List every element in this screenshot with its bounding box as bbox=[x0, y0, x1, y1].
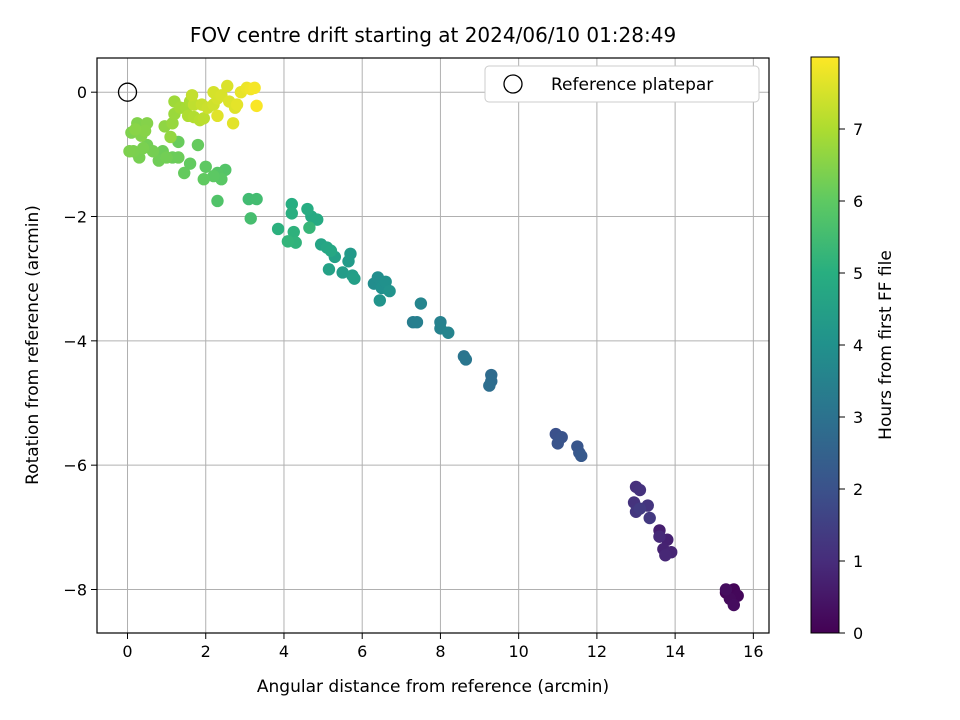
y-axis-title: Rotation from reference (arcmin) bbox=[23, 205, 43, 485]
scatter-point bbox=[226, 117, 240, 130]
scatter-point bbox=[383, 284, 396, 298]
y-tick-label: 0 bbox=[77, 83, 87, 102]
scatter-point bbox=[303, 221, 316, 234]
scatter-point bbox=[653, 530, 666, 543]
y-tick-label: −2 bbox=[63, 208, 87, 227]
scatter-point bbox=[285, 207, 298, 220]
scatter-point bbox=[659, 549, 672, 562]
x-tick-label: 0 bbox=[122, 642, 132, 661]
scatter-point bbox=[207, 169, 220, 183]
scatter-point bbox=[410, 315, 424, 329]
x-tick-label: 12 bbox=[587, 642, 607, 661]
colorbar-tick-label: 6 bbox=[853, 192, 863, 211]
scatter-point bbox=[287, 225, 300, 239]
scatter-point bbox=[172, 151, 185, 164]
scatter-point bbox=[146, 145, 160, 158]
scatter-point bbox=[483, 379, 496, 392]
scatter-point bbox=[138, 124, 152, 137]
scatter-point bbox=[271, 222, 285, 236]
scatter-point bbox=[164, 130, 177, 144]
scatter-point bbox=[197, 112, 210, 125]
scatter-point bbox=[211, 109, 224, 123]
reference-layer bbox=[117, 82, 138, 102]
colorbar-tick-label: 2 bbox=[853, 480, 863, 499]
scatter-point bbox=[285, 197, 298, 211]
data-points bbox=[123, 79, 744, 612]
reference-marker bbox=[117, 82, 138, 102]
scatter-point bbox=[719, 583, 733, 596]
scatter-point bbox=[727, 598, 740, 612]
colorbar-tick-label: 4 bbox=[853, 336, 863, 355]
x-tick-label: 14 bbox=[665, 642, 685, 661]
x-axis-title: Angular distance from reference (arcmin) bbox=[257, 677, 609, 697]
scatter-point bbox=[442, 326, 455, 339]
scatter-point bbox=[342, 255, 355, 268]
scatter-point bbox=[136, 141, 150, 155]
scatter-point bbox=[633, 483, 647, 497]
scatter-point bbox=[324, 244, 338, 257]
x-tick-label: 16 bbox=[743, 642, 763, 661]
colorbar-tick-label: 3 bbox=[853, 408, 863, 427]
scatter-point bbox=[459, 353, 473, 366]
scatter-point bbox=[301, 202, 314, 216]
scatter-point bbox=[633, 502, 647, 515]
scatter-point bbox=[178, 166, 191, 180]
x-tick-label: 8 bbox=[435, 642, 445, 661]
scatter-point bbox=[166, 117, 179, 130]
scatter-point bbox=[414, 297, 428, 310]
colorbar-tick-label: 7 bbox=[853, 120, 863, 139]
x-tick-label: 4 bbox=[279, 642, 289, 661]
scatter-point bbox=[379, 275, 392, 288]
colorbar: 0 1 2 3 4 5 6 7 Hours from first FF file bbox=[810, 56, 896, 643]
scatter-point bbox=[336, 266, 349, 279]
scatter-point bbox=[129, 123, 142, 136]
scatter-point bbox=[373, 294, 387, 307]
scatter-point bbox=[551, 437, 564, 450]
scatter-point bbox=[643, 511, 656, 525]
x-tick-label: 10 bbox=[508, 642, 528, 661]
colorbar-tick-label: 0 bbox=[853, 624, 863, 643]
scatter-point bbox=[230, 98, 244, 111]
y-axis-ticks: 0 −2 −4 −6 −8 bbox=[63, 83, 97, 599]
scatter-point bbox=[191, 138, 205, 152]
scatter-point bbox=[250, 192, 263, 206]
scatter-point bbox=[185, 89, 199, 102]
legend-marker bbox=[503, 74, 523, 94]
scatter-point bbox=[221, 79, 234, 93]
x-tick-label: 2 bbox=[201, 642, 211, 661]
y-tick-label: −8 bbox=[63, 580, 87, 599]
colorbar-gradient bbox=[810, 56, 840, 634]
scatter-point bbox=[248, 81, 261, 95]
colorbar-tick-label: 1 bbox=[853, 552, 863, 571]
scatter-point bbox=[575, 449, 588, 463]
scatter-point bbox=[211, 194, 224, 208]
x-tick-label: 6 bbox=[357, 642, 367, 661]
colorbar-title: Hours from first FF file bbox=[876, 250, 896, 440]
y-tick-label: −6 bbox=[63, 456, 87, 475]
scatter-point bbox=[244, 212, 257, 225]
scatter-point bbox=[348, 272, 361, 285]
colorbar-ticks: 0 1 2 3 4 5 6 7 bbox=[839, 120, 863, 643]
y-tick-label: −4 bbox=[63, 332, 87, 351]
x-axis-ticks: 0 2 4 6 8 10 12 14 16 bbox=[122, 633, 764, 661]
scatter-point bbox=[250, 99, 263, 113]
legend-label: Reference platepar bbox=[551, 75, 713, 95]
scatter-point bbox=[281, 235, 295, 248]
colorbar-tick-label: 5 bbox=[853, 264, 863, 283]
scatter-point bbox=[160, 151, 173, 164]
scatter-point bbox=[123, 145, 136, 158]
chart-title: FOV centre drift starting at 2024/06/10 … bbox=[190, 23, 676, 47]
plot-frame bbox=[96, 57, 770, 634]
legend-box bbox=[484, 65, 760, 103]
legend: Reference platepar bbox=[484, 65, 760, 103]
scatter-point bbox=[197, 173, 210, 186]
scatter-point bbox=[311, 213, 324, 226]
scatter-point bbox=[183, 157, 197, 170]
scatter-point bbox=[322, 263, 336, 276]
scatter-point bbox=[199, 160, 212, 173]
plot-area: 0 2 4 6 8 10 12 14 16 0 −2 −4 −6 −8 bbox=[63, 57, 770, 661]
